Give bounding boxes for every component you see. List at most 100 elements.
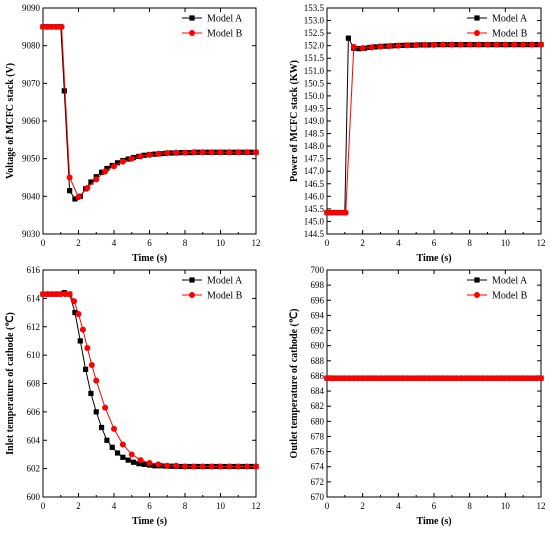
legend-label: Model B [492, 29, 528, 40]
data-point [431, 41, 437, 48]
legend-item: Model B [467, 291, 528, 302]
data-point [61, 88, 67, 94]
data-point [439, 375, 446, 382]
y-tick-label: 690 [311, 341, 325, 351]
data-point [324, 375, 330, 382]
data-point [217, 463, 224, 470]
y-tick-label: 680 [311, 416, 325, 426]
data-point [511, 375, 518, 382]
legend-item: Model B [467, 29, 528, 40]
data-point [533, 375, 540, 382]
data-point [350, 375, 357, 382]
x-tick-label: 10 [216, 501, 226, 511]
x-axis-title: Time (s) [416, 516, 451, 527]
x-axis-title: Time (s) [132, 516, 167, 527]
y-tick-label: 147.5 [304, 154, 325, 164]
legend-marker [474, 292, 480, 298]
data-point [62, 291, 69, 298]
y-tick-label: 151.0 [304, 66, 325, 76]
x-tick-label: 0 [325, 501, 330, 511]
y-tick-label: 146.5 [304, 179, 325, 189]
x-tick-label: 12 [252, 501, 261, 511]
data-point [75, 194, 82, 201]
x-tick-label: 2 [360, 501, 365, 511]
data-point [466, 375, 473, 382]
series-model-a [324, 35, 544, 216]
data-point [199, 149, 206, 156]
data-point [480, 375, 487, 382]
data-point [190, 463, 197, 470]
legend-item: Model A [182, 14, 243, 25]
data-point [128, 451, 135, 458]
legend: Model A Model B [467, 14, 528, 40]
legend-label: Model B [207, 291, 243, 302]
data-point [155, 461, 162, 468]
legend-marker [189, 292, 195, 298]
y-tick-label: 148.0 [304, 141, 325, 151]
y-tick-label: 684 [311, 386, 325, 396]
x-tick-label: 10 [501, 238, 511, 248]
data-point [137, 457, 144, 464]
x-tick-label: 4 [396, 238, 401, 248]
data-point [48, 23, 55, 30]
legend-item: Model A [467, 276, 528, 287]
data-point [493, 375, 500, 382]
x-tick-label: 8 [183, 238, 188, 248]
x-tick-label: 6 [432, 238, 437, 248]
y-tick-label: 153.0 [304, 16, 325, 26]
data-point [413, 375, 420, 382]
data-point [328, 375, 335, 382]
data-point [395, 42, 402, 49]
x-tick-label: 4 [112, 501, 117, 511]
x-tick-label: 8 [467, 238, 472, 248]
data-point [199, 463, 206, 470]
data-point [244, 463, 251, 470]
x-tick-label: 6 [147, 238, 152, 248]
x-tick-label: 10 [501, 501, 511, 511]
series-line [43, 292, 256, 467]
data-point [324, 209, 330, 216]
data-point [84, 345, 91, 352]
data-point [111, 425, 117, 432]
data-point [253, 463, 259, 470]
legend-label: Model A [207, 14, 243, 25]
data-point [466, 41, 473, 48]
data-point [350, 43, 357, 50]
legend-item: Model A [467, 14, 528, 25]
data-point [448, 375, 455, 382]
legend-label: Model B [207, 29, 243, 40]
data-point [83, 366, 89, 372]
data-point [439, 41, 446, 48]
y-axis-title: Inlet temperature of cathode (℃) [5, 312, 16, 455]
data-point [104, 165, 110, 172]
legend-label: Model B [492, 291, 528, 302]
legend-label: Model A [492, 276, 528, 287]
data-point [155, 150, 162, 157]
data-point [164, 462, 171, 469]
series-line [43, 293, 256, 467]
y-tick-label: 682 [311, 401, 325, 411]
series-line [43, 26, 256, 200]
x-axis-title: Time (s) [132, 253, 167, 264]
series-model-b [324, 375, 544, 382]
data-point [377, 375, 384, 382]
x-tick-label: 8 [467, 501, 472, 511]
data-point [538, 375, 544, 382]
x-tick-label: 6 [147, 501, 152, 511]
y-tick-label: 150.5 [304, 78, 325, 88]
data-point [53, 23, 60, 30]
x-tick-label: 0 [325, 238, 330, 248]
data-point [125, 457, 131, 463]
y-tick-label: 616 [27, 265, 41, 275]
data-point [417, 375, 424, 382]
data-point [390, 375, 397, 382]
data-point [475, 41, 482, 48]
y-tick-label: 149.5 [304, 103, 325, 113]
data-point [67, 188, 73, 194]
data-point [404, 42, 411, 49]
data-point [44, 23, 51, 30]
y-tick-label: 672 [311, 477, 325, 487]
data-point [119, 158, 126, 165]
chart-panel-2: 0 2 4 6 8 10 12 144.5 145.0 145.5 146.0 146.5 147.0 1… [289, 3, 546, 264]
data-point [341, 375, 348, 382]
